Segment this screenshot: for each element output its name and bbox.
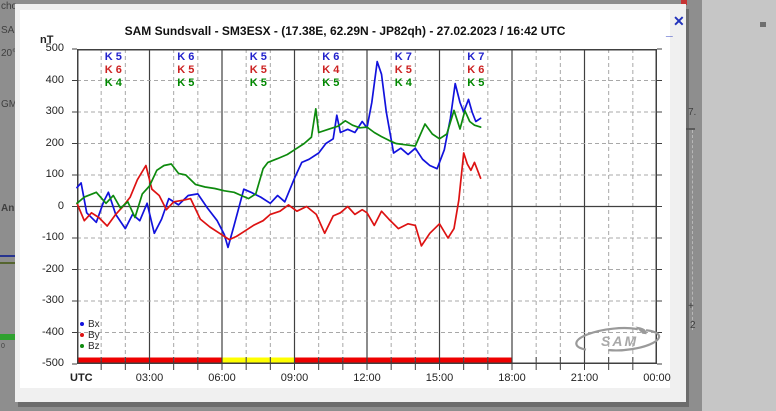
x-axis-tick-label: 06:00 bbox=[208, 372, 236, 384]
legend-item: Bx bbox=[80, 319, 100, 330]
magnetogram-chart bbox=[72, 48, 662, 370]
x-axis-utc-label: UTC bbox=[70, 372, 93, 384]
activity-level-bar-segment bbox=[222, 357, 295, 364]
background-red-marker bbox=[681, 0, 687, 5]
y-axis-tick-label: 200 bbox=[45, 136, 64, 149]
chart-legend: Bx By Bz bbox=[80, 319, 100, 352]
background-chart-line-fragment bbox=[0, 255, 17, 257]
legend-label: Bx bbox=[88, 319, 100, 330]
y-axis-tick-label: 0 bbox=[57, 199, 64, 212]
y-axis-tick-label: 500 bbox=[45, 42, 64, 54]
x-axis-tick-label: 09:00 bbox=[280, 372, 309, 384]
x-axis-tick-label: 21:00 bbox=[570, 372, 599, 384]
y-axis-tick-label: 400 bbox=[45, 73, 64, 86]
background-text-fragment: 20° bbox=[1, 48, 17, 59]
window-title: SAM Sundsvall - SM3ESX - (17.38E, 62.29N… bbox=[124, 24, 566, 38]
sam-magnetogram-window: SAM Sundsvall - SM3ESX - (17.38E, 62.29N… bbox=[15, 4, 686, 402]
background-green-bar-fragment bbox=[0, 334, 15, 340]
y-axis-tick-labels: 500 400 300 200 100 0 -100 -200 -300 -400 -500 bbox=[20, 42, 64, 369]
background-window-left: cho SA ( 20° GM An 0 bbox=[0, 0, 17, 411]
background-text-fragment: cho bbox=[1, 1, 17, 12]
x-axis-tick-label: 00:00 bbox=[643, 372, 671, 384]
y-axis-tick-label: 100 bbox=[45, 168, 64, 180]
background-text-fragment: An bbox=[1, 203, 15, 214]
minimize-button[interactable]: _ bbox=[666, 24, 673, 38]
background-window-right: 7. + 2 bbox=[686, 0, 702, 411]
background-tick-fragment bbox=[686, 128, 695, 130]
background-area-right bbox=[702, 0, 776, 411]
activity-level-bar-segment bbox=[294, 357, 512, 364]
sam-logo-swoosh bbox=[575, 326, 661, 352]
legend-marker bbox=[80, 333, 84, 337]
legend-marker bbox=[80, 322, 84, 326]
y-axis-tick-label: -100 bbox=[41, 231, 64, 243]
series-line-bx bbox=[76, 60, 482, 249]
series-line-by bbox=[76, 152, 482, 247]
sam-logo-text: SAM bbox=[601, 333, 638, 349]
y-axis-tick-label: -300 bbox=[41, 294, 64, 306]
x-axis-tick-label: 15:00 bbox=[425, 372, 454, 384]
background-text-fragment: 2 bbox=[690, 320, 696, 331]
x-axis-tick-label: 18:00 bbox=[498, 372, 526, 384]
x-axis-tick-label: 03:00 bbox=[135, 372, 164, 384]
background-text-fragment: SA ( bbox=[1, 25, 17, 36]
sam-logo: SAM bbox=[575, 325, 661, 355]
background-text-fragment: 0 bbox=[1, 343, 5, 350]
series-line-bz bbox=[76, 108, 482, 219]
y-axis-unit-label: nT bbox=[40, 34, 54, 46]
legend-item: Bz bbox=[80, 341, 100, 352]
background-chart-line-fragment bbox=[0, 262, 17, 264]
legend-label: By bbox=[88, 330, 100, 341]
background-speck bbox=[760, 22, 766, 27]
background-text-fragment: 7. bbox=[688, 107, 697, 118]
background-text-fragment: + bbox=[688, 301, 694, 312]
y-axis-tick-label: -200 bbox=[41, 262, 64, 275]
legend-marker bbox=[80, 344, 84, 348]
y-axis-tick-label: -500 bbox=[41, 357, 64, 369]
chart-panel: SAM Sundsvall - SM3ESX - (17.38E, 62.29N… bbox=[20, 10, 671, 388]
x-axis-tick-label: 12:00 bbox=[353, 372, 381, 384]
background-dashed-line-fragment bbox=[692, 130, 693, 330]
background-text-fragment: GM bbox=[1, 99, 17, 110]
legend-item: By bbox=[80, 330, 100, 341]
legend-label: Bz bbox=[88, 341, 100, 352]
close-button[interactable]: ✕ bbox=[673, 13, 685, 29]
y-axis-tick-label: 300 bbox=[45, 105, 64, 117]
y-axis-tick-label: -400 bbox=[41, 325, 64, 338]
